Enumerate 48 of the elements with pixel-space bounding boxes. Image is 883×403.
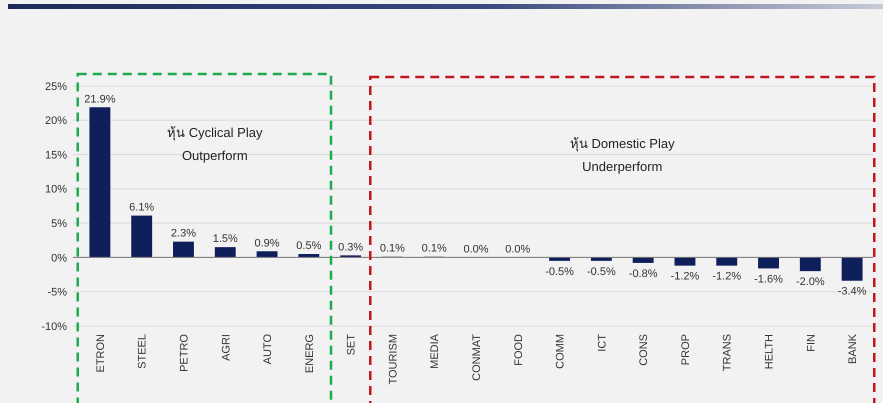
data-label: 0.1% xyxy=(422,242,447,255)
data-label: -1.2% xyxy=(712,270,742,283)
data-label: -0.8% xyxy=(628,268,658,280)
data-label: -1.6% xyxy=(754,273,784,286)
x-tick-label: ENERG xyxy=(304,334,316,374)
x-tick-label: PETRO xyxy=(178,334,190,372)
data-label: 0.5% xyxy=(296,240,322,252)
x-tick-label: SET xyxy=(346,334,358,356)
x-tick-label: BANK xyxy=(847,333,860,364)
data-label: 2.3% xyxy=(170,228,196,240)
x-tick-label: MEDIA xyxy=(429,333,442,369)
x-tick-label: PROP xyxy=(680,334,692,366)
y-tick-label: -10% xyxy=(41,320,68,333)
x-tick-label: TRANS xyxy=(722,334,734,372)
y-tick-label: 10% xyxy=(44,184,68,196)
x-tick-label: ETRON xyxy=(94,334,107,372)
data-label: 1.5% xyxy=(212,233,238,246)
data-label: -3.4% xyxy=(838,286,867,298)
data-label: 0.3% xyxy=(338,241,364,254)
y-tick-label: 5% xyxy=(51,218,68,230)
y-tick-label: -5% xyxy=(47,286,68,299)
data-label: 0.0% xyxy=(505,243,531,256)
x-tick-label: CONS xyxy=(638,334,650,366)
y-tick-label: 0% xyxy=(51,252,68,264)
data-label: 0.0% xyxy=(463,243,489,256)
x-tick-label: ICT xyxy=(596,334,608,352)
data-label: -1.2% xyxy=(670,270,700,283)
data-label: -0.5% xyxy=(586,266,616,278)
x-tick-label: CONMAT xyxy=(471,334,483,381)
y-tick-label: 20% xyxy=(44,115,68,128)
data-label: -0.5% xyxy=(545,266,574,278)
x-tick-label: HELTH xyxy=(764,334,776,370)
y-tick-label: 25% xyxy=(44,80,68,93)
x-tick-label: AGRI xyxy=(220,334,232,361)
x-tick-label: FIN xyxy=(805,334,818,352)
data-label: -2.0% xyxy=(796,276,825,288)
data-label: 6.1% xyxy=(129,202,154,214)
x-tick-label: TOURISM xyxy=(387,334,400,385)
annotation: หุ้น Domestic Play Underperform xyxy=(570,136,676,174)
x-tick-label: AUTO xyxy=(262,334,274,364)
data-label: 21.9% xyxy=(84,93,116,106)
x-tick-label: STEEL xyxy=(136,334,149,369)
y-tick-label: 15% xyxy=(44,149,68,162)
x-tick-label: FOOD xyxy=(512,334,525,366)
annotation: หุ้น Cyclical Play Outperform xyxy=(167,125,263,163)
x-tick-label: COMM xyxy=(554,334,567,369)
data-label: 0.1% xyxy=(380,242,406,255)
data-label: 0.9% xyxy=(254,237,280,250)
